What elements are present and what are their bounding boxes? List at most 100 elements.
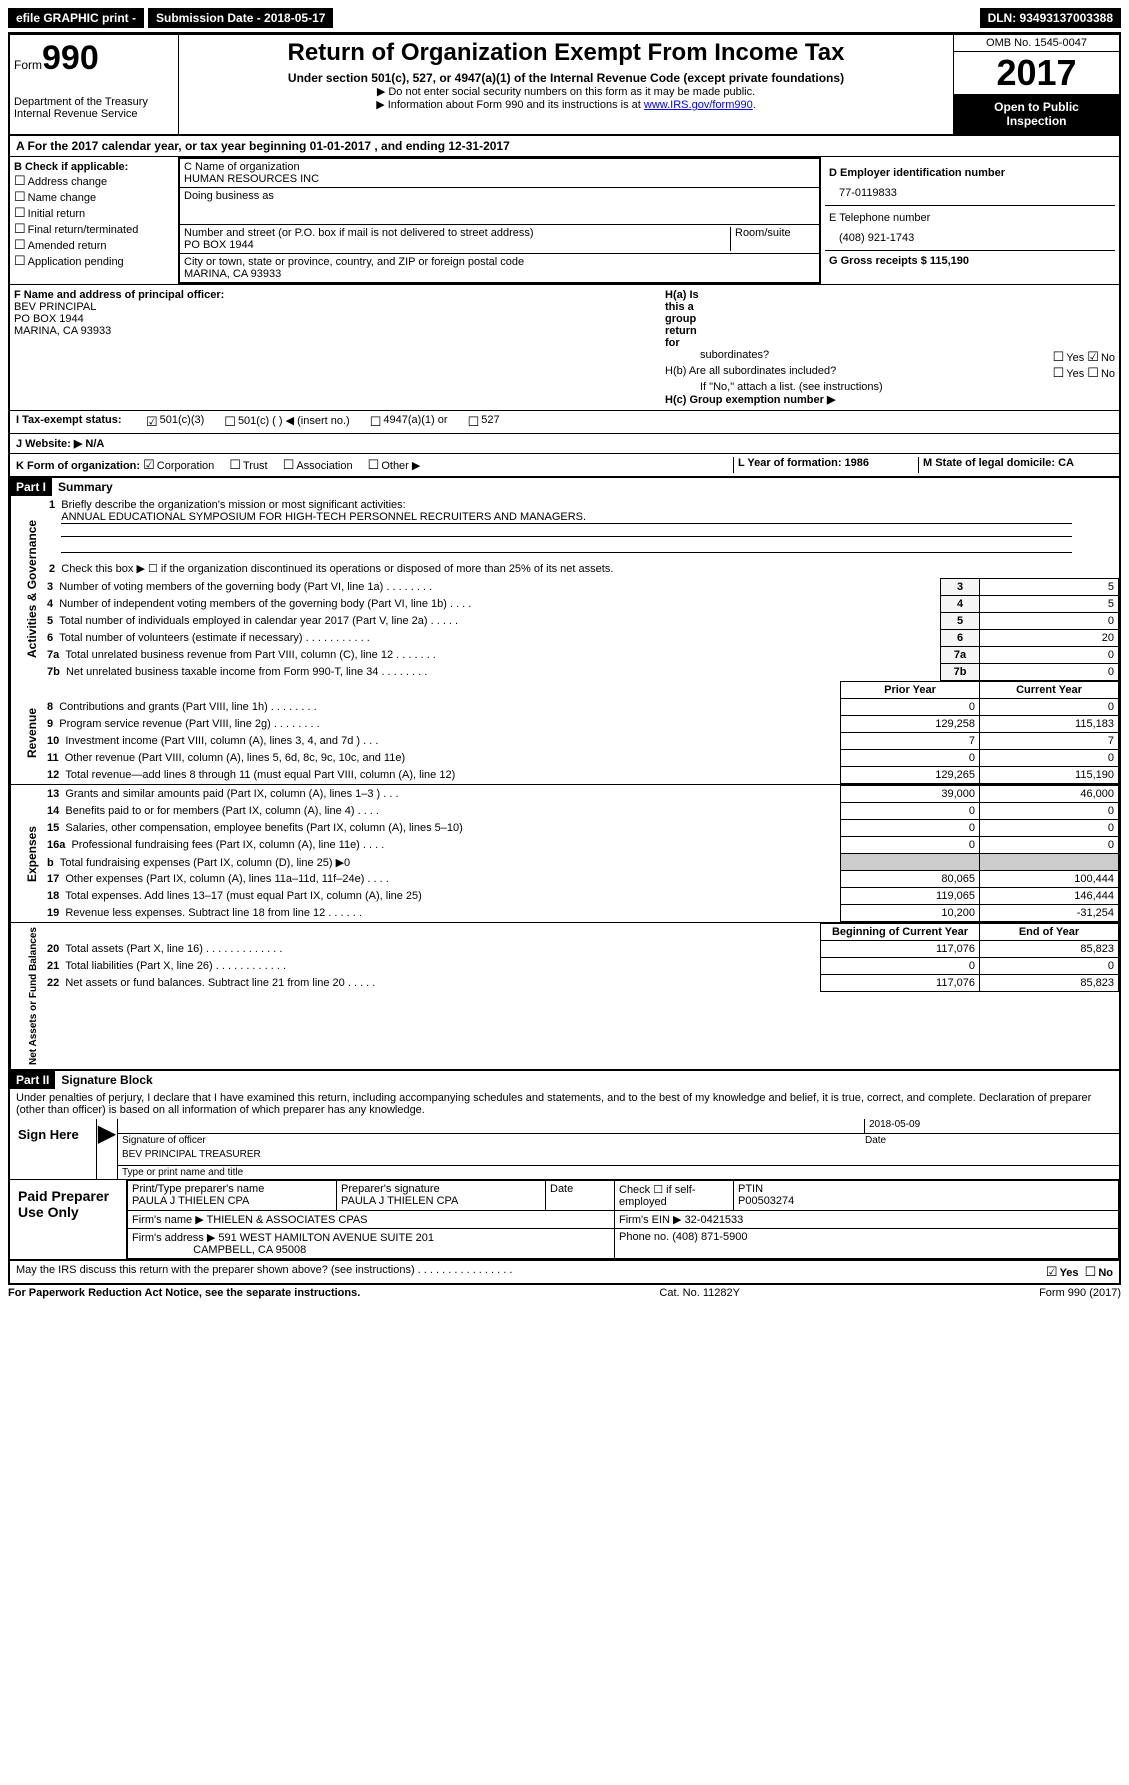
hb-label: H(b) Are all subordinates included? [665,365,1053,381]
form-label: Form [14,58,42,72]
box-i-label: I Tax-exempt status: [16,414,146,430]
date-label: Date [865,1135,1115,1146]
ein-value: 77-0119833 [829,179,1111,199]
org-name: HUMAN RESOURCES INC [184,173,815,185]
box-m-state: M State of legal domicile: CA [918,457,1113,473]
chk-other[interactable]: ☐ [368,457,380,472]
room-label: Room/suite [730,227,815,251]
opt-amended: Amended return [28,240,107,252]
org-addr: PO BOX 1944 [184,239,730,251]
col-current: Current Year [980,682,1119,699]
firm-ein: 32-0421533 [685,1214,744,1226]
opt-501c: 501(c) ( ) ◀ (insert no.) [238,414,350,430]
opt-trust: Trust [243,460,268,472]
form-number: 990 [42,39,99,77]
box-b: B Check if applicable: ☐Address change ☐… [10,157,178,284]
opt-name-change: Name change [28,192,97,204]
firm-ein-label: Firm's EIN ▶ [619,1214,682,1226]
chk-hb-yes[interactable]: ☐ [1053,365,1065,380]
name-title-label: Type or print name and title [118,1166,1119,1179]
footer-center: Cat. No. 11282Y [659,1287,740,1299]
efile-label: efile GRAPHIC print - [8,8,144,28]
city-label: City or town, state or province, country… [184,256,815,268]
box-h: H(a) Is this a group return for subordin… [661,285,1119,410]
q2-label: Check this box ▶ ☐ if the organization d… [61,563,613,575]
footer-right: Form 990 (2017) [1039,1287,1121,1299]
ha-sub: subordinates? [665,349,1053,365]
open-public-2: Inspection [1006,114,1066,128]
open-public-1: Open to Public [994,100,1079,114]
firm-phone: (408) 871-5900 [672,1231,747,1243]
box-j-website: J Website: ▶ N/A [8,434,1121,454]
dept-treasury: Department of the Treasury [14,96,174,108]
col-prior: Prior Year [841,682,980,699]
paid-preparer-label: Paid Preparer Use Only [10,1180,126,1259]
main-title: Return of Organization Exempt From Incom… [183,39,949,67]
firm-phone-label: Phone no. [619,1231,669,1243]
tax-year: 2017 [954,52,1119,94]
part1-header: Part I [10,478,52,496]
opt-4947: 4947(a)(1) or [383,414,447,430]
footer-left: For Paperwork Reduction Act Notice, see … [8,1287,360,1299]
officer-name: BEV PRINCIPAL [14,301,657,313]
table-revenue: Prior YearCurrent Year 8 Contributions a… [43,681,1119,784]
table-netassets: Beginning of Current YearEnd of Year 20 … [43,923,1119,992]
chk-ha-no[interactable]: ☑ [1087,349,1099,364]
opt-527: 527 [481,414,499,430]
hb-note: If "No," attach a list. (see instruction… [665,381,1115,393]
part2-title: Signature Block [55,1073,152,1087]
chk-discuss-yes[interactable]: ☑ [1046,1264,1058,1279]
vert-governance: Activities & Governance [10,496,43,681]
chk-initial[interactable]: ☐ [14,205,26,220]
dln: DLN: 93493137003388 [980,8,1121,28]
firm-addr: 591 WEST HAMILTON AVENUE SUITE 201 [218,1232,434,1244]
chk-assoc[interactable]: ☐ [283,457,295,472]
dba-label: Doing business as [184,190,815,202]
chk-address[interactable]: ☐ [14,173,26,188]
box-k-label: K Form of organization: [16,460,140,472]
chk-hb-no[interactable]: ☐ [1087,365,1099,380]
chk-501c[interactable]: ☐ [224,414,236,430]
chk-amended[interactable]: ☐ [14,237,26,252]
col-end: End of Year [980,924,1119,941]
org-city: MARINA, CA 93933 [184,268,815,280]
irs-link[interactable]: www.IRS.gov/form990 [644,99,753,111]
phone-value: (408) 921-1743 [829,224,1111,244]
sig-label: Signature of officer [122,1135,865,1146]
chk-501c3[interactable]: ☑ [146,414,158,430]
vert-expenses: Expenses [10,785,43,922]
prep-name-label: Print/Type preparer's name [132,1183,264,1195]
opt-final: Final return/terminated [28,224,139,236]
gross-receipts: G Gross receipts $ 115,190 [829,255,969,267]
omb-number: OMB No. 1545-0047 [954,35,1119,52]
subtitle: Under section 501(c), 527, or 4947(a)(1)… [183,71,949,85]
chk-pending[interactable]: ☐ [14,253,26,268]
opt-501c3: 501(c)(3) [160,414,205,430]
top-bar: efile GRAPHIC print - Submission Date - … [8,8,1121,28]
opt-corp: Corporation [157,460,214,472]
box-f: F Name and address of principal officer:… [10,285,661,410]
addr-label: Number and street (or P.O. box if mail i… [184,227,730,239]
prep-name: PAULA J THIELEN CPA [132,1195,249,1207]
chk-ha-yes[interactable]: ☐ [1053,349,1065,364]
box-l-year: L Year of formation: 1986 [733,457,918,473]
chk-trust[interactable]: ☐ [229,457,241,472]
opt-pending: Application pending [28,256,124,268]
prep-sig-label: Preparer's signature [341,1183,440,1195]
chk-corp[interactable]: ☑ [143,457,155,472]
prep-date-label: Date [546,1181,615,1211]
discuss-question: May the IRS discuss this return with the… [16,1264,1046,1280]
chk-4947[interactable]: ☐ [370,414,382,430]
part1-title: Summary [52,480,113,494]
check-self-employed: Check ☐ if self-employed [615,1181,734,1211]
ha-label: H(a) Is this a group return for [665,289,700,349]
officer-name-title: BEV PRINCIPAL TREASURER [118,1147,1119,1166]
ptin-value: P00503274 [738,1195,794,1207]
hc-label: H(c) Group exemption number ▶ [665,393,1115,406]
chk-527[interactable]: ☐ [468,414,480,430]
chk-name[interactable]: ☐ [14,189,26,204]
submission-date: Submission Date - 2018-05-17 [148,8,333,28]
org-name-label: C Name of organization [184,161,815,173]
chk-discuss-no[interactable]: ☐ [1085,1264,1097,1279]
chk-final[interactable]: ☐ [14,221,26,236]
